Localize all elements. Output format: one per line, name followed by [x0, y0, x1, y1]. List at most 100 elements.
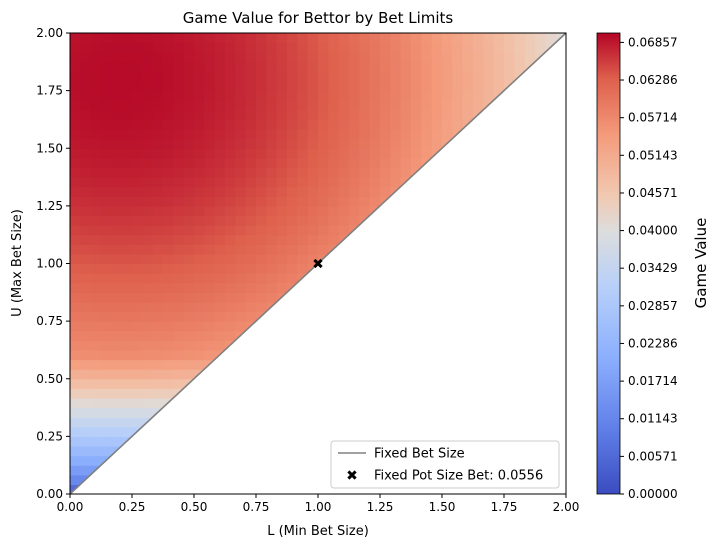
x-marker [313, 258, 323, 269]
heatmap-cell [462, 100, 474, 111]
heatmap-cell [173, 61, 185, 73]
y-tick-label: 0.50 [36, 372, 63, 386]
heatmap-cell [276, 42, 288, 53]
heatmap-cell [442, 81, 453, 92]
heatmap-cell [183, 196, 195, 207]
heatmap-cell [214, 321, 226, 332]
heatmap-cell [101, 349, 112, 361]
heatmap-cell [235, 148, 247, 159]
heatmap-cell [235, 244, 247, 255]
heatmap-cell [421, 109, 433, 121]
heatmap-cell [152, 157, 164, 169]
heatmap-cell [214, 234, 226, 245]
heatmap-cell [380, 42, 391, 53]
heatmap-cell [80, 349, 92, 361]
heatmap-cell [111, 61, 123, 73]
heatmap-cell [235, 90, 247, 101]
heatmap-cell [349, 157, 360, 169]
heatmap-cell [307, 157, 319, 169]
heatmap-cell [80, 119, 92, 130]
heatmap-cell [256, 148, 267, 159]
heatmap-cell [338, 196, 350, 207]
heatmap-cell [204, 186, 216, 197]
heatmap-cell [111, 349, 123, 361]
colorbar-tick-label: 0.02286 [628, 336, 678, 350]
heatmap-cell [390, 81, 402, 92]
heatmap-cell [70, 215, 81, 226]
heatmap-cell [132, 340, 143, 351]
heatmap-cell [101, 378, 112, 389]
heatmap-cell [121, 273, 133, 284]
heatmap-cell [90, 253, 102, 265]
heatmap-cell [204, 205, 216, 217]
heatmap-cell [266, 225, 278, 236]
heatmap-cell [256, 205, 267, 217]
heatmap-cell [90, 100, 102, 111]
heatmap-cell [152, 33, 164, 44]
heatmap-cell [70, 407, 81, 418]
heatmap-cell [421, 52, 433, 63]
heatmap-cell [163, 244, 174, 255]
heatmap-cell [225, 129, 236, 140]
heatmap-cell [462, 52, 474, 63]
heatmap-cell [235, 138, 247, 149]
heatmap-cell [287, 129, 298, 140]
heatmap-cell [349, 109, 360, 121]
y-tick-label: 0.75 [36, 314, 63, 328]
heatmap-cell [163, 263, 174, 274]
heatmap-cell [235, 282, 247, 293]
heatmap-cell [70, 109, 81, 121]
heatmap-cell [287, 148, 298, 159]
heatmap-cell [80, 81, 92, 92]
heatmap-cell [359, 205, 371, 217]
heatmap-cell [380, 81, 391, 92]
heatmap-cell [276, 100, 288, 111]
heatmap-cell [318, 196, 329, 207]
heatmap-cell [380, 90, 391, 101]
heatmap-cell [266, 148, 278, 159]
heatmap-cell [266, 100, 278, 111]
heatmap-cell [318, 33, 329, 44]
heatmap-cell [328, 215, 340, 226]
heatmap-cell [132, 388, 143, 399]
heatmap-cell [307, 215, 319, 226]
heatmap-cell [132, 321, 143, 332]
heatmap-cell [400, 42, 412, 53]
heatmap-cell [400, 129, 412, 140]
heatmap-cell [214, 61, 226, 73]
heatmap-cell [142, 100, 154, 111]
heatmap-cell [173, 349, 185, 361]
heatmap-cell [338, 61, 350, 73]
heatmap-cell [163, 321, 174, 332]
heatmap-cell [152, 81, 164, 92]
heatmap-cell [132, 330, 143, 341]
x-tick-label: 0.50 [181, 500, 208, 514]
heatmap-cell [132, 282, 143, 293]
heatmap-cell [80, 426, 92, 437]
heatmap-cell [111, 90, 123, 101]
heatmap-cell [90, 359, 102, 370]
heatmap-cell [276, 244, 288, 255]
heatmap-cell [132, 109, 143, 121]
heatmap-cell [163, 167, 174, 178]
heatmap-cell [245, 273, 257, 284]
heatmap-cell [121, 129, 133, 140]
heatmap-cell [245, 292, 257, 303]
heatmap-cell [132, 196, 143, 207]
heatmap-cell [163, 81, 174, 92]
heatmap-cell [545, 33, 557, 44]
heatmap-cell [225, 292, 236, 303]
heatmap-cell [194, 81, 205, 92]
heatmap-cell [359, 33, 371, 44]
heatmap-cell [235, 33, 247, 44]
heatmap-cell [80, 186, 92, 197]
heatmap-cell [431, 138, 443, 149]
heatmap-cell [297, 263, 309, 274]
heatmap-cell [256, 215, 267, 226]
heatmap-cell [173, 234, 185, 245]
heatmap-cell [431, 119, 443, 130]
heatmap-cell [163, 42, 174, 53]
heatmap-cell [225, 61, 236, 73]
heatmap-cell [121, 71, 133, 82]
heatmap-cell [194, 244, 205, 255]
